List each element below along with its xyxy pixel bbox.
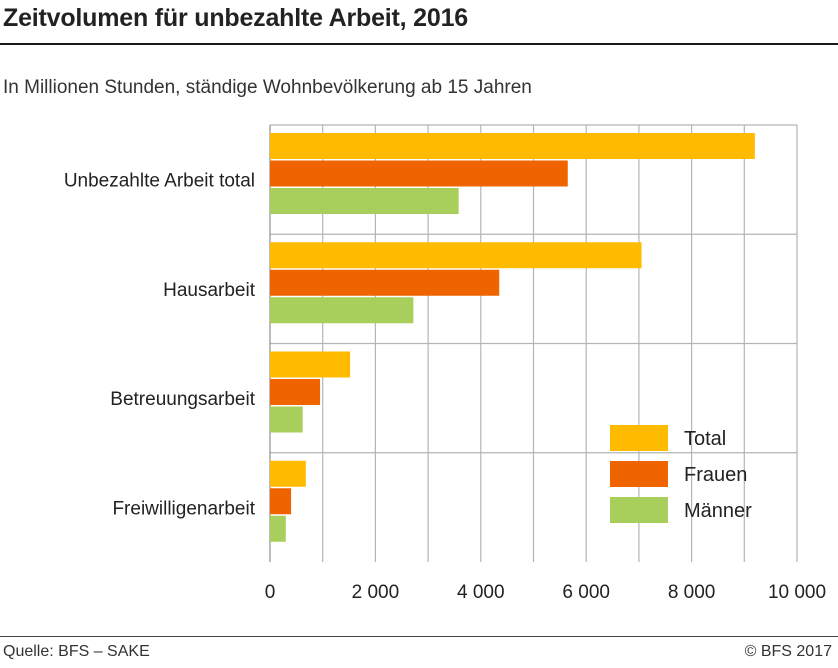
bar-total-1 [270,242,642,268]
legend-label-frauen: Frauen [684,464,747,486]
category-label: Unbezahlte Arbeit total [64,171,255,192]
bar-männer-3 [270,516,286,542]
bars [270,133,755,542]
category-label: Hausarbeit [163,280,256,301]
bar-frauen-0 [270,161,568,187]
category-label: Betreuungsarbeit [110,389,255,410]
legend-label-männer: Männer [684,500,752,522]
legend-label-total: Total [684,428,726,450]
x-tick-label: 4 000 [457,582,505,603]
bar-total-3 [270,461,306,487]
category-labels: Unbezahlte Arbeit total Hausarbeit Betreuu… [64,171,256,520]
x-tick-label: 0 [265,582,276,603]
bar-total-2 [270,352,350,378]
legend-swatch-total [610,425,668,451]
legend-swatch-frauen [610,461,668,487]
category-label: Freiwilligenarbeit [112,498,255,519]
bar-frauen-3 [270,488,291,514]
bar-männer-1 [270,297,413,323]
legend: Total Frauen Männer [610,425,752,523]
x-tick-label: 2 000 [352,582,400,603]
bar-männer-2 [270,407,303,433]
legend-swatch-männer [610,497,668,523]
x-tick-label: 10 000 [768,582,826,603]
x-tick-label: 6 000 [562,582,610,603]
bar-frauen-2 [270,379,320,405]
bar-total-0 [270,133,755,159]
bar-frauen-1 [270,270,499,296]
bar-männer-0 [270,188,459,214]
footer-divider [0,636,838,637]
bar-chart: Unbezahlte Arbeit total Hausarbeit Betreuu… [0,0,838,630]
source-note: Quelle: BFS – SAKE [3,643,150,661]
x-axis-ticks: 0 2 000 4 000 6 000 8 000 10 000 [265,582,826,603]
x-tick-label: 8 000 [668,582,716,603]
copyright-note: © BFS 2017 [745,643,832,661]
